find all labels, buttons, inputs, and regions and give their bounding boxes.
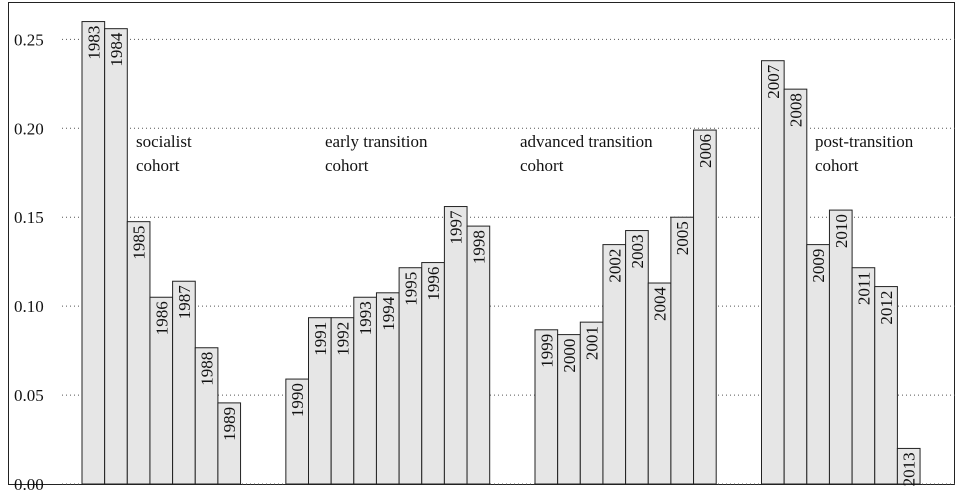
bar bbox=[217, 402, 242, 485]
bar bbox=[670, 216, 695, 485]
bar-label: 1996 bbox=[424, 267, 443, 301]
bar-label: 2003 bbox=[628, 235, 647, 269]
y-tick-label: 0.25 bbox=[14, 30, 44, 49]
bar-label: 1984 bbox=[107, 32, 126, 66]
annotation: cohort bbox=[136, 156, 180, 175]
bar-label: 1995 bbox=[401, 272, 420, 306]
bar-label: 1993 bbox=[356, 301, 375, 335]
y-tick-label: 0.15 bbox=[14, 208, 44, 227]
plot-frame bbox=[8, 2, 955, 485]
bar bbox=[874, 286, 898, 485]
annotation: early transition bbox=[325, 132, 428, 151]
bar bbox=[896, 447, 921, 485]
bar-label: 2010 bbox=[832, 214, 851, 248]
bar-label: 1988 bbox=[198, 352, 217, 386]
bar-label: 1992 bbox=[333, 322, 352, 356]
bar-label: 1991 bbox=[311, 322, 330, 356]
annotation: socialist bbox=[136, 132, 192, 151]
bar bbox=[828, 209, 853, 485]
y-tick-label: 0.20 bbox=[14, 119, 44, 138]
y-tick-label: 0.05 bbox=[14, 386, 44, 405]
annotation: cohort bbox=[815, 156, 859, 175]
bar-label: 1997 bbox=[447, 210, 466, 245]
bar bbox=[126, 221, 151, 485]
bar-label: 2001 bbox=[583, 326, 602, 360]
bar bbox=[783, 88, 808, 485]
bar-label: 1985 bbox=[130, 226, 149, 260]
bar-label: 1986 bbox=[152, 301, 171, 335]
bar bbox=[81, 21, 106, 485]
y-tick-label: 0.10 bbox=[14, 297, 44, 316]
bar-label: 2007 bbox=[764, 64, 783, 99]
bar bbox=[443, 206, 468, 485]
bar-label: 2005 bbox=[673, 221, 692, 255]
annotation: cohort bbox=[325, 156, 369, 175]
y-tick-label: 0.00 bbox=[14, 475, 44, 494]
bar-label: 1999 bbox=[537, 334, 556, 368]
bar bbox=[466, 225, 491, 485]
bar bbox=[693, 129, 717, 485]
bar-label: 1990 bbox=[288, 383, 307, 417]
bar-label: 2012 bbox=[877, 291, 896, 325]
annotation: advanced transition bbox=[520, 132, 653, 151]
bar-label: 2000 bbox=[560, 339, 579, 373]
bar-label: 1989 bbox=[220, 407, 239, 441]
bar bbox=[761, 60, 785, 485]
bar-label: 2004 bbox=[651, 287, 670, 322]
bar-label: 2009 bbox=[809, 249, 828, 283]
bar-label: 2008 bbox=[786, 93, 805, 127]
annotation: cohort bbox=[520, 156, 564, 175]
bar-label: 2011 bbox=[854, 272, 873, 305]
annotation: post-transition bbox=[815, 132, 914, 151]
bar bbox=[104, 28, 128, 485]
bar-label: 2002 bbox=[605, 249, 624, 283]
bar-label: 1987 bbox=[175, 285, 194, 320]
bar-label: 1983 bbox=[84, 26, 103, 60]
bar-label: 1994 bbox=[379, 296, 398, 331]
bar-label: 2013 bbox=[900, 452, 919, 486]
bar-label: 2006 bbox=[696, 134, 715, 168]
bar-label: 1998 bbox=[469, 230, 488, 264]
